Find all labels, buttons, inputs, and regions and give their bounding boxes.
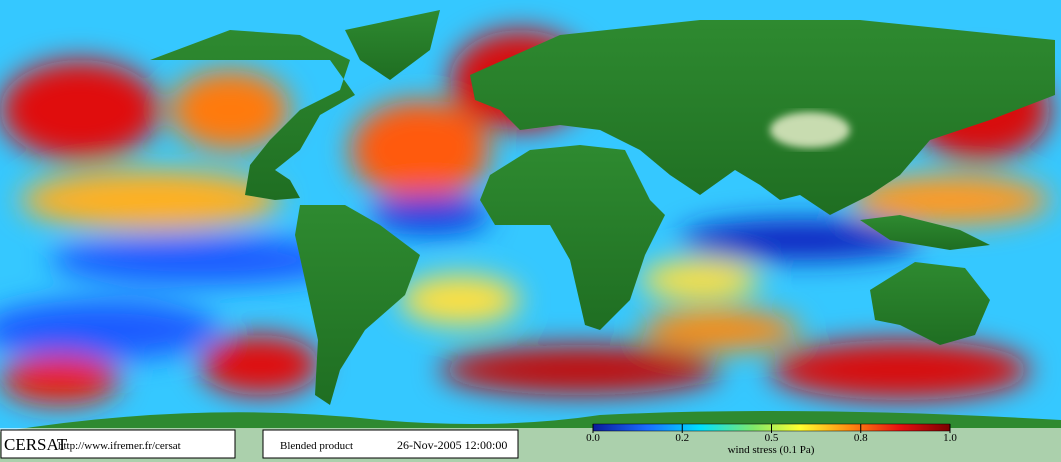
colorbar-tick-label: 1.0: [943, 432, 957, 444]
colorbar-tick-label: 0.8: [854, 432, 868, 444]
north-america: [150, 30, 355, 200]
south-america: [295, 205, 420, 405]
eurasia: [470, 20, 1055, 215]
logo: CERSAT: [4, 435, 68, 454]
product: Blended product: [280, 440, 353, 452]
africa: [480, 145, 665, 330]
colorbar-tick-label: 0.2: [675, 432, 689, 444]
australia: [870, 262, 990, 345]
info-box: [0, 429, 236, 459]
colorbar-ticks: 0.0 0.2 0.5 0.8 1.0: [586, 424, 957, 444]
product-box: [262, 429, 519, 459]
datetime: 26-Nov-2005 12:00:00: [397, 438, 507, 452]
greenland: [345, 10, 440, 80]
colorbar-tick-label: 0.0: [586, 432, 600, 444]
indonesia: [860, 215, 990, 250]
colorbar-label: wind stress (0.1 Pa): [728, 444, 815, 456]
tibet-plateau: [770, 112, 850, 148]
url: http://www.ifremer.fr/cersat: [58, 440, 181, 452]
colorbar-tick-label: 0.5: [765, 432, 779, 444]
